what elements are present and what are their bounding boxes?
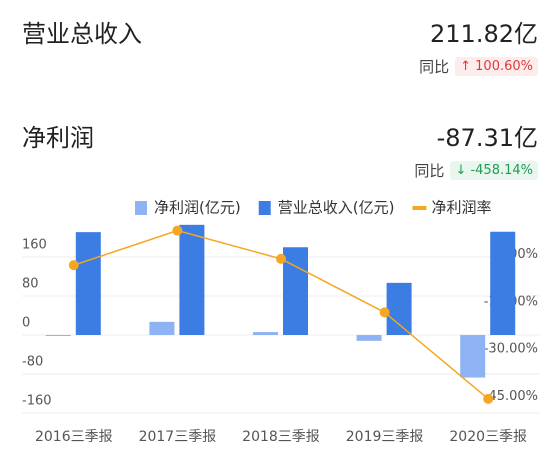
rate-point <box>68 260 79 271</box>
rate-point <box>172 225 183 236</box>
y-tick-label: 0 <box>22 316 30 331</box>
bar <box>460 335 486 378</box>
legend-swatch <box>258 201 271 215</box>
y-tick-label: 160 <box>22 238 47 253</box>
yoy-badge: ↑ 100.60% <box>455 57 538 76</box>
yoy-badge: ↓ -458.14% <box>450 161 538 180</box>
bar <box>283 247 308 335</box>
metric-value: -87.31亿 <box>436 124 538 152</box>
y2-tick-label: -45.00% <box>484 389 538 404</box>
yoy: 同比 ↑ 100.60% <box>419 56 538 77</box>
x-tick-label: 2019三季报 <box>346 429 424 445</box>
y-tick-label: 80 <box>22 277 39 292</box>
x-tick-label: 2017三季报 <box>139 429 217 445</box>
bar <box>386 282 412 335</box>
y-tick-label: -160 <box>22 394 52 409</box>
metric: 营业总收入 211.82亿 同比 ↑ 100.60% <box>22 14 538 94</box>
bar <box>356 335 382 341</box>
legend-swatch <box>412 206 427 210</box>
legend-label: 营业总收入(亿元) <box>278 199 395 217</box>
bar <box>75 232 101 335</box>
yoy: 同比 ↓ -458.14% <box>414 160 538 181</box>
metric-value: 211.82亿 <box>430 20 538 48</box>
x-tick-label: 2016三季报 <box>35 429 113 445</box>
y-tick-label: -80 <box>22 355 43 370</box>
metric-label: 营业总收入 <box>22 20 142 48</box>
bar <box>179 224 205 335</box>
yoy-label: 同比 <box>414 162 445 180</box>
legend-label: 净利润(亿元) <box>154 199 241 217</box>
metric: 净利润 -87.31亿 同比 ↓ -458.14% <box>22 118 538 198</box>
x-tick-label: 2018三季报 <box>242 429 320 445</box>
rate-point <box>276 253 286 264</box>
legend-swatch <box>135 201 147 215</box>
bar <box>253 332 278 335</box>
rate-point <box>379 307 390 318</box>
bar <box>490 231 516 335</box>
rate-point <box>483 393 494 404</box>
legend-label: 净利润率 <box>431 199 491 217</box>
bar <box>45 335 71 336</box>
y2-tick-label: -30.00% <box>484 342 538 357</box>
bar <box>149 321 175 335</box>
x-tick-label: 2020三季报 <box>449 429 527 445</box>
yoy-label: 同比 <box>419 58 450 76</box>
metric-label: 净利润 <box>22 124 94 152</box>
